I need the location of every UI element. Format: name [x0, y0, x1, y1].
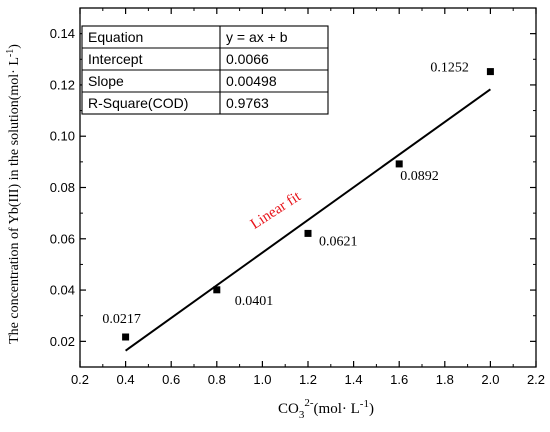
y-tick-label: 0.02	[50, 334, 75, 349]
data-label: 0.1252	[430, 61, 469, 76]
data-point	[304, 229, 312, 237]
table-cell-label: Slope	[88, 73, 124, 89]
y-tick-label: 0.04	[50, 283, 75, 298]
fit-line	[125, 88, 491, 352]
data-point	[122, 333, 130, 341]
table-cell-label: Intercept	[88, 51, 143, 67]
fit-label: Linear fit	[248, 188, 305, 232]
table-cell-value: y = ax + b	[226, 29, 288, 45]
x-axis-label: CO32-(mol· L-1)	[278, 397, 374, 421]
data-point	[486, 68, 494, 76]
x-tick-label: 2.0	[481, 372, 499, 387]
x-tick-label: 2.2	[527, 372, 545, 387]
y-tick-label: 0.14	[50, 26, 75, 41]
x-tick-label: 1.2	[299, 372, 317, 387]
y-axis-label: The concentration of Yb(III) in the solu…	[5, 44, 22, 344]
y-tick-label: 0.08	[50, 180, 75, 195]
x-tick-label: 0.8	[208, 372, 226, 387]
x-tick-label: 0.4	[117, 372, 135, 387]
data-points: 0.0217 0.0401 0.0621 0.0892 0.1252	[102, 61, 494, 341]
x-tick-label: 1.6	[390, 372, 408, 387]
x-tick-label: 0.2	[71, 372, 89, 387]
x-tick-label: 1.8	[436, 372, 454, 387]
table-cell-label: Equation	[88, 29, 143, 45]
data-point	[395, 160, 403, 168]
data-point	[213, 286, 221, 294]
y-tick-label: 0.12	[50, 77, 75, 92]
table-cell-label: R-Square(COD)	[88, 95, 188, 111]
data-label: 0.0621	[319, 234, 358, 249]
data-label: 0.0217	[102, 312, 141, 327]
table-cell-value: 0.0066	[226, 51, 269, 67]
y-tick-label: 0.10	[50, 129, 75, 144]
fit-table: Equation y = ax + b Intercept 0.0066 Slope 0.…	[81, 25, 329, 115]
y-tick-label: 0.06	[50, 231, 75, 246]
data-label: 0.0401	[235, 294, 273, 309]
fit-line-group	[125, 88, 491, 352]
table-cell-value: 0.9763	[226, 95, 269, 111]
x-tick-label: 1.4	[345, 372, 363, 387]
x-tick-label: 0.6	[162, 372, 180, 387]
data-label: 0.0892	[400, 169, 439, 184]
x-tick-label: 1.0	[253, 372, 271, 387]
table-cell-value: 0.00498	[226, 73, 277, 89]
ticks: 0.2 0.4 0.6 0.8 1.0 1.2 1.4 1.6 1.8 2.0 2.2 0.02 0.0…	[50, 7, 545, 387]
